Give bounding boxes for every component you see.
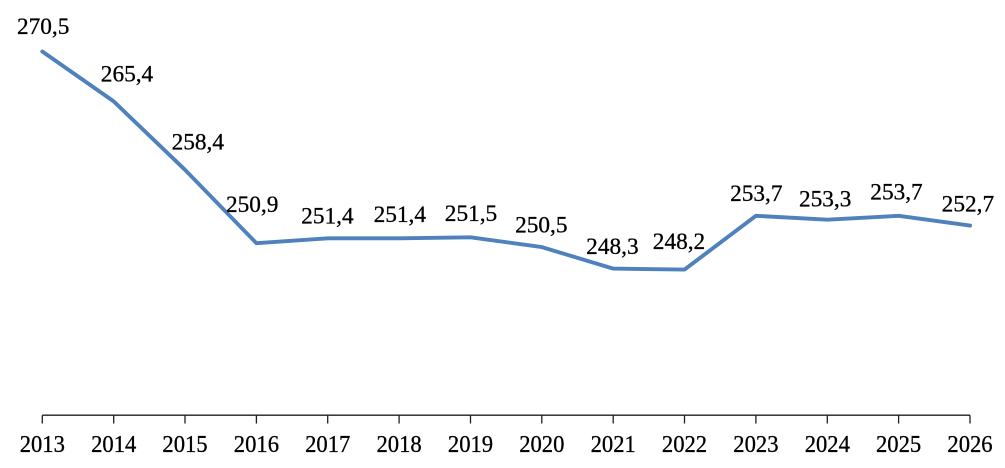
svg-text:248,2: 248,2 [653, 229, 705, 255]
svg-text:2018: 2018 [377, 431, 422, 458]
svg-text:2024: 2024 [805, 431, 850, 458]
svg-text:2023: 2023 [733, 431, 778, 458]
svg-text:2025: 2025 [876, 431, 921, 458]
svg-text:2016: 2016 [234, 431, 279, 458]
svg-text:2020: 2020 [519, 431, 564, 458]
svg-text:251,4: 251,4 [301, 204, 354, 230]
svg-text:2013: 2013 [20, 431, 65, 458]
svg-text:252,7: 252,7 [942, 192, 994, 218]
svg-text:2019: 2019 [448, 431, 493, 458]
svg-text:2026: 2026 [947, 431, 992, 458]
svg-text:253,7: 253,7 [730, 181, 782, 207]
svg-text:2014: 2014 [91, 431, 136, 458]
svg-text:248,3: 248,3 [586, 234, 638, 260]
svg-text:253,7: 253,7 [870, 180, 922, 206]
svg-text:258,4: 258,4 [172, 130, 225, 156]
svg-text:251,4: 251,4 [374, 202, 427, 228]
svg-text:2017: 2017 [305, 431, 350, 458]
svg-text:270,5: 270,5 [17, 14, 69, 40]
svg-text:2021: 2021 [591, 431, 636, 458]
svg-text:253,3: 253,3 [799, 186, 851, 212]
svg-text:250,5: 250,5 [515, 213, 567, 239]
svg-text:250,9: 250,9 [226, 192, 278, 218]
svg-text:265,4: 265,4 [101, 61, 154, 87]
svg-text:251,5: 251,5 [445, 201, 497, 227]
svg-text:2022: 2022 [662, 431, 707, 458]
svg-text:2015: 2015 [162, 431, 207, 458]
